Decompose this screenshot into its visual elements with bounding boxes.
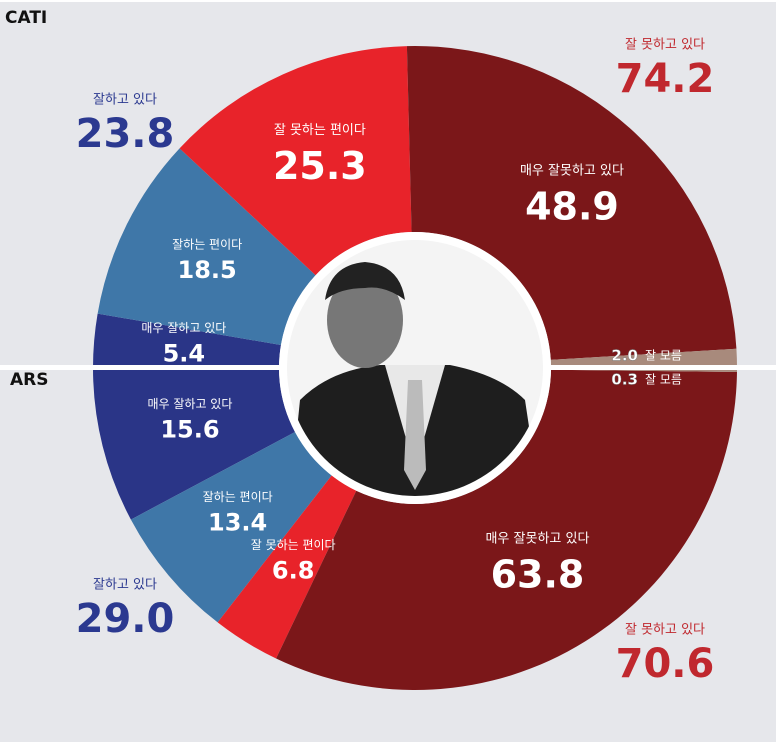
category-label: 매우 잘못하고 있다 [520,164,624,179]
portrait [287,240,543,496]
value-label: 6.8 [272,556,315,584]
wedge [93,368,296,520]
photo [279,232,551,504]
category-label: 잘하는 편이다 [203,490,273,504]
group-total: 74.2 [616,56,715,102]
value-label: 25.3 [273,144,367,188]
wedge [550,348,737,370]
chart-title: ARS [10,370,49,390]
wedge [179,46,412,276]
group-total: 29.0 [76,596,175,642]
wedge [93,313,281,368]
value-label: 13.4 [208,509,267,537]
category-label: 잘 못하는 편이다 [251,538,336,552]
category-label: 매우 잘하고 있다 [147,397,232,411]
category-label: 잘하는 편이다 [172,237,242,251]
value-label: 15.6 [160,415,219,443]
group-total: 70.6 [616,641,715,687]
value-label: 18.5 [178,256,237,284]
value-label: 48.9 [525,185,619,229]
wedges [93,46,737,690]
category-label: 잘 못하는 편이다 [274,123,366,138]
wedge [97,148,316,346]
wedge [130,432,332,623]
category-label: 잘 모름 [645,373,682,387]
category-label: 잘 모름 [645,349,682,363]
group-name: 잘 못하고 있다 [625,38,705,53]
value-label: 0.3 [611,371,638,389]
value-label: 2.0 [611,347,638,365]
labels: CATI 매우 잘하고 있다 5.4 잘하는 편이다 18.5 잘 못하는 편이다 25.3… [5,8,714,687]
group-name: 잘하고 있다 [93,578,157,593]
wedge [276,369,737,690]
wedge [406,46,737,360]
chart-title: CATI [5,8,47,28]
group-name: 잘하고 있다 [93,93,157,108]
wedge [217,475,357,659]
value-label: 63.8 [491,553,585,597]
value-label: 5.4 [163,339,206,367]
category-label: 매우 잘못하고 있다 [485,532,589,547]
group-total: 23.8 [76,111,175,157]
group-name: 잘 못하고 있다 [625,623,705,638]
category-label: 매우 잘하고 있다 [141,321,226,335]
